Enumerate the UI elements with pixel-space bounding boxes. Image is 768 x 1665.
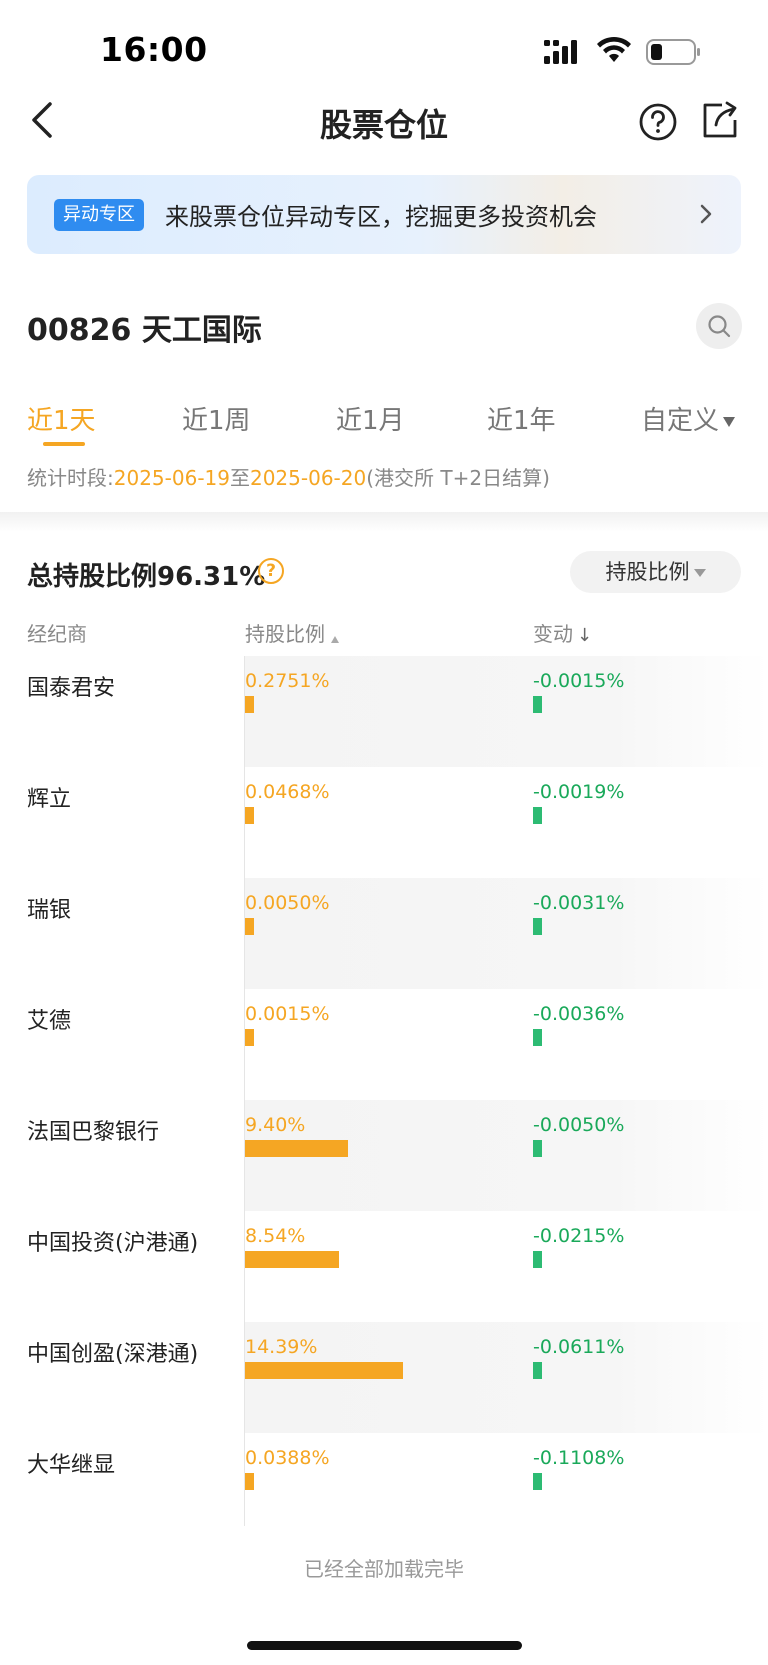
section-divider: [0, 512, 768, 532]
row-background: [245, 878, 768, 989]
holding-ratio-bar: [245, 1029, 254, 1046]
holding-ratio-bar: [245, 1251, 339, 1268]
holding-ratio: 0.2751%: [245, 670, 330, 692]
sort-selector[interactable]: 持股比例: [570, 551, 741, 593]
holding-ratio-bar: [245, 1362, 404, 1379]
share-icon[interactable]: [700, 100, 740, 140]
filter-dropdown-icon: [723, 416, 736, 427]
sort-selector-label: 持股比例: [605, 560, 690, 584]
total-help-icon[interactable]: ?: [258, 558, 284, 584]
help-icon[interactable]: [638, 102, 678, 142]
holding-change: -0.0611%: [533, 1336, 625, 1358]
table-row[interactable]: 大华继显 0.0388% -0.1108%: [0, 1433, 768, 1544]
holding-change-bar: [533, 1140, 542, 1157]
holding-ratio: 0.0388%: [245, 1447, 330, 1469]
total-holding-ratio: 总持股比例96.31%: [27, 562, 266, 592]
tab-1-week[interactable]: 近1周: [182, 406, 251, 436]
sort-asc-icon: [331, 636, 339, 643]
broker-name: 中国创盈(深港通): [27, 1342, 199, 1367]
chevron-right-icon: [700, 204, 712, 224]
broker-name: 瑞银: [27, 898, 72, 923]
period-note: (港交所 T+2日结算): [366, 466, 550, 490]
banner-badge: 异动专区: [54, 199, 144, 231]
header-ratio[interactable]: 持股比例: [245, 618, 339, 647]
stock-title: 00826 天工国际: [27, 313, 262, 348]
home-indicator[interactable]: [247, 1641, 522, 1650]
holding-change: -0.0019%: [533, 781, 625, 803]
battery-icon: [646, 39, 700, 65]
holding-ratio: 8.54%: [245, 1225, 306, 1247]
tab-1-month[interactable]: 近1月: [336, 406, 405, 436]
chart-axis-line: [244, 656, 245, 1526]
holding-ratio-bar: [245, 696, 254, 713]
table-row[interactable]: 瑞银 0.0050% -0.0031%: [0, 878, 768, 989]
banner-text: 来股票仓位异动专区，挖掘更多投资机会: [165, 203, 597, 231]
holding-change-bar: [533, 807, 542, 824]
broker-name: 艾德: [27, 1009, 72, 1034]
back-arrow-icon[interactable]: [24, 100, 64, 140]
holding-ratio-bar: [245, 918, 254, 935]
period-tabs: 近1天 近1周 近1月 近1年 自定义: [0, 400, 768, 450]
broker-name: 国泰君安: [27, 676, 116, 701]
holding-change: -0.0215%: [533, 1225, 625, 1247]
holding-ratio-bar: [245, 1473, 254, 1490]
statistics-period: 统计时段:2025-06-19至2025-06-20(港交所 T+2日结算): [27, 462, 550, 491]
status-time: 16:00: [100, 30, 208, 69]
active-tab-indicator: [43, 442, 85, 446]
table-row[interactable]: 国泰君安 0.2751% -0.0015%: [0, 656, 768, 767]
period-label: 统计时段:: [27, 466, 114, 490]
holding-change-bar: [533, 918, 542, 935]
table-row[interactable]: 艾德 0.0015% -0.0036%: [0, 989, 768, 1100]
period-end: 2025-06-20: [249, 466, 367, 490]
broker-name: 辉立: [27, 787, 72, 812]
table-row[interactable]: 中国创盈(深港通) 14.39% -0.0611%: [0, 1322, 768, 1433]
table-row[interactable]: 法国巴黎银行 9.40% -0.0050%: [0, 1100, 768, 1211]
search-icon: [708, 315, 731, 338]
holding-change-bar: [533, 1251, 542, 1268]
holding-change: -0.1108%: [533, 1447, 625, 1469]
holding-ratio-bar: [245, 807, 254, 824]
stock-search-button[interactable]: [696, 303, 742, 349]
holding-ratio: 0.0468%: [245, 781, 330, 803]
broker-name: 中国投资(沪港通): [27, 1231, 199, 1256]
tab-1-year[interactable]: 近1年: [487, 406, 556, 436]
caret-down-icon: [693, 569, 706, 577]
holding-change: -0.0031%: [533, 892, 625, 914]
row-background: [245, 656, 768, 767]
anomaly-zone-banner[interactable]: 异动专区 来股票仓位异动专区，挖掘更多投资机会: [27, 175, 741, 254]
holding-change: -0.0015%: [533, 670, 625, 692]
wifi-icon: [597, 36, 631, 62]
holding-change: -0.0036%: [533, 1003, 625, 1025]
page-title: 股票仓位: [319, 106, 448, 144]
nav-bar: 股票仓位: [0, 90, 768, 150]
holding-ratio-bar: [245, 1140, 349, 1157]
tab-1-day[interactable]: 近1天: [27, 406, 96, 436]
broker-name: 法国巴黎银行: [27, 1120, 160, 1145]
load-complete-text: 已经全部加载完毕: [304, 1557, 464, 1581]
holding-ratio: 0.0050%: [245, 892, 330, 914]
holding-change: -0.0050%: [533, 1114, 625, 1136]
status-bar: 16:00: [0, 0, 768, 100]
table-header: 经纪商 持股比例 变动 ↓: [0, 618, 768, 650]
holding-ratio: 9.40%: [245, 1114, 306, 1136]
holding-change-bar: [533, 1473, 542, 1490]
holding-change-bar: [533, 1029, 542, 1046]
header-change[interactable]: 变动 ↓: [533, 622, 593, 646]
table-row[interactable]: 辉立 0.0468% -0.0019%: [0, 767, 768, 878]
header-broker: 经纪商: [27, 622, 87, 646]
holding-ratio: 0.0015%: [245, 1003, 330, 1025]
period-start: 2025-06-19: [113, 466, 230, 490]
tab-custom[interactable]: 自定义: [641, 400, 736, 437]
cellular-signal-icon: [544, 40, 577, 64]
holding-change-bar: [533, 1362, 542, 1379]
period-to: 至: [229, 466, 250, 490]
sort-desc-arrow-icon: ↓: [577, 625, 593, 646]
broker-name: 大华继显: [27, 1453, 116, 1478]
table-row[interactable]: 中国投资(沪港通) 8.54% -0.0215%: [0, 1211, 768, 1322]
holding-ratio: 14.39%: [245, 1336, 318, 1358]
holding-change-bar: [533, 696, 542, 713]
